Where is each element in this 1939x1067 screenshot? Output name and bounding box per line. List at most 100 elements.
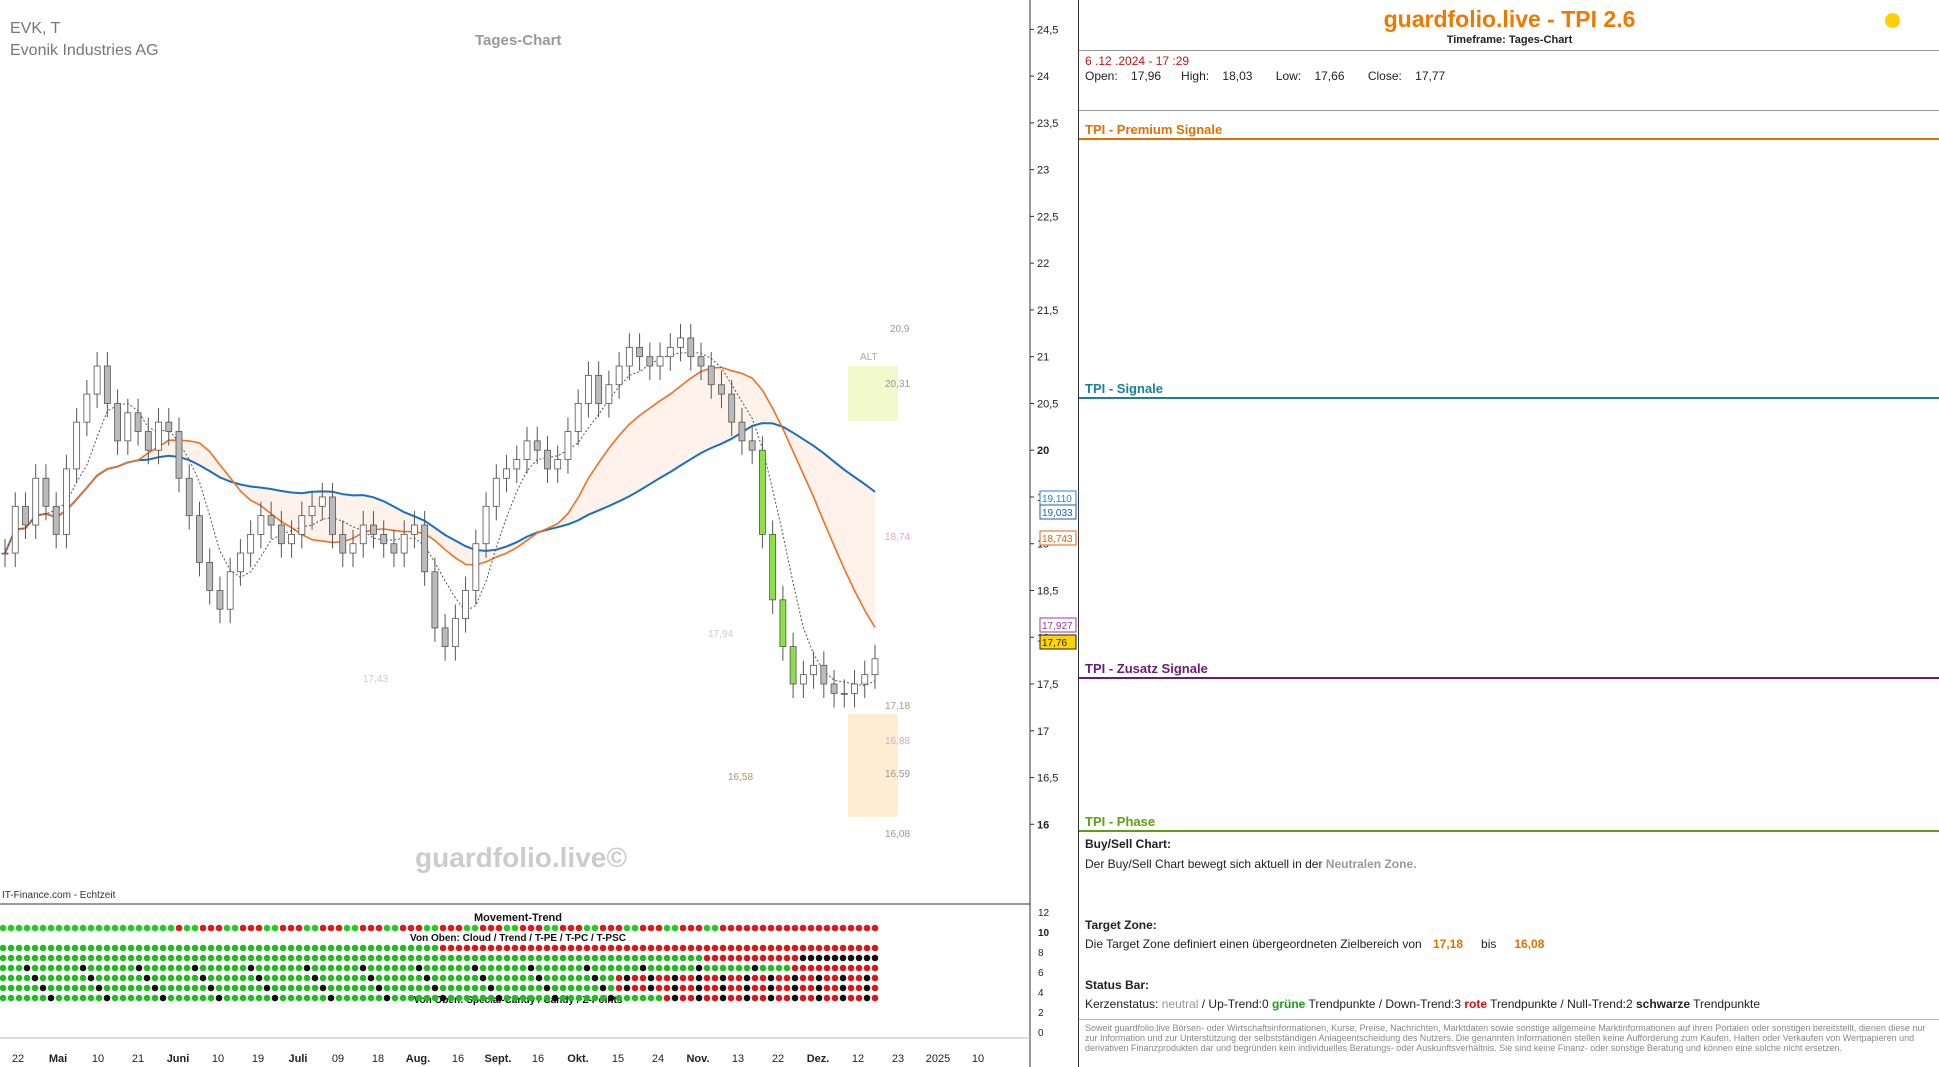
trend-dot — [615, 944, 623, 952]
trend-dot — [335, 944, 343, 952]
trend-dot — [679, 954, 687, 962]
trend-dot — [839, 974, 847, 982]
trend-dot — [759, 964, 767, 972]
candle-body — [554, 459, 562, 470]
trend-dot — [71, 984, 79, 992]
candle-body — [666, 346, 674, 358]
x-tick-label: Aug. — [406, 1053, 430, 1065]
trend-dot — [31, 994, 39, 1002]
trend-dot-row — [0, 944, 879, 952]
chart-annotation: 16,08 — [885, 829, 910, 840]
trend-dot — [463, 964, 471, 972]
divider — [1079, 1019, 1939, 1020]
candle — [513, 445, 521, 483]
trend-dot — [407, 984, 415, 992]
trend-dot — [407, 944, 415, 952]
trend-dot — [655, 984, 663, 992]
trend-dot — [135, 984, 143, 992]
trend-dot — [519, 964, 527, 972]
trend-dot — [415, 944, 423, 952]
trend-dot — [599, 924, 607, 932]
trend-dot — [375, 974, 383, 982]
trend-dot — [591, 964, 599, 972]
trend-dot — [39, 994, 47, 1002]
y-tick-label: 23,5 — [1037, 118, 1058, 130]
trend-dot — [679, 974, 687, 982]
trend-dot — [391, 974, 399, 982]
trend-dot — [431, 984, 439, 992]
candle — [114, 389, 121, 455]
target-title: Target Zone: — [1085, 918, 1157, 932]
trend-dot — [487, 944, 495, 952]
trend-dot — [711, 954, 719, 962]
trend-dot — [759, 994, 767, 1002]
trend-dot — [295, 924, 303, 932]
candle — [370, 510, 377, 549]
trend-dot — [767, 924, 775, 932]
candle-body — [738, 421, 746, 442]
candle — [503, 454, 510, 493]
trend-dot — [551, 994, 559, 1002]
candle-body — [840, 692, 848, 695]
trend-dot — [519, 994, 527, 1002]
candle — [247, 520, 255, 568]
trend-dot — [351, 994, 359, 1002]
candle — [451, 604, 459, 661]
trend-dot — [63, 984, 71, 992]
buysell-zone: Neutralen Zone. — [1325, 857, 1417, 871]
trend-dot — [607, 954, 615, 962]
trend-dot — [503, 984, 511, 992]
trend-dot — [415, 924, 423, 932]
trend-dot — [527, 994, 535, 1002]
trend-dot — [543, 954, 551, 962]
trend-dot — [135, 964, 143, 972]
trend-dot — [215, 944, 223, 952]
candle — [533, 426, 541, 465]
trend-dot — [271, 974, 279, 982]
price-tag: 19,033 — [1039, 504, 1077, 520]
candle — [226, 557, 234, 624]
trend-dot — [767, 944, 775, 952]
y-tick-label: 22,5 — [1037, 211, 1058, 223]
trend-dot — [655, 944, 663, 952]
trend-dot — [567, 984, 575, 992]
candle-body — [73, 421, 81, 470]
candle-body — [175, 431, 183, 479]
chart-annotation: 16,88 — [885, 736, 910, 747]
trend-dot — [63, 954, 71, 962]
trend-dot — [687, 944, 695, 952]
trend-dot — [663, 974, 671, 982]
candle-body — [564, 431, 572, 460]
trend-dot — [639, 954, 647, 962]
trend-dot — [63, 924, 71, 932]
trend-dot — [255, 994, 263, 1002]
trend-dot — [271, 964, 279, 972]
trend-dot — [239, 994, 247, 1002]
trend-dot — [695, 994, 703, 1002]
trend-dot — [191, 964, 199, 972]
trend-dot — [183, 924, 191, 932]
trend-dot — [135, 944, 143, 952]
chart-annotation: 17,43 — [363, 674, 388, 685]
trend-dot — [695, 954, 703, 962]
section-signale-line — [1079, 397, 1939, 399]
candle — [22, 492, 29, 540]
trend-dot — [95, 924, 103, 932]
trend-dot — [255, 954, 263, 962]
trend-dot — [39, 964, 47, 972]
price-chart[interactable]: 24,52423,52322,52221,52120,52019,51918,5… — [0, 0, 1077, 1067]
candle-body — [42, 477, 50, 507]
candle-body — [503, 468, 510, 479]
trend-dot — [743, 944, 751, 952]
trend-dot — [527, 974, 535, 982]
candle-body — [482, 505, 490, 545]
trend-dot — [375, 964, 383, 972]
trend-dot — [87, 974, 95, 982]
candle-body — [799, 674, 807, 685]
chart-area[interactable]: 24,52423,52322,52221,52120,52019,51918,5… — [0, 0, 1077, 1067]
trend-dot — [863, 994, 871, 1002]
trend-dot — [479, 964, 487, 972]
candle — [83, 380, 91, 437]
candle-body — [585, 374, 592, 404]
trend-dot — [255, 964, 263, 972]
